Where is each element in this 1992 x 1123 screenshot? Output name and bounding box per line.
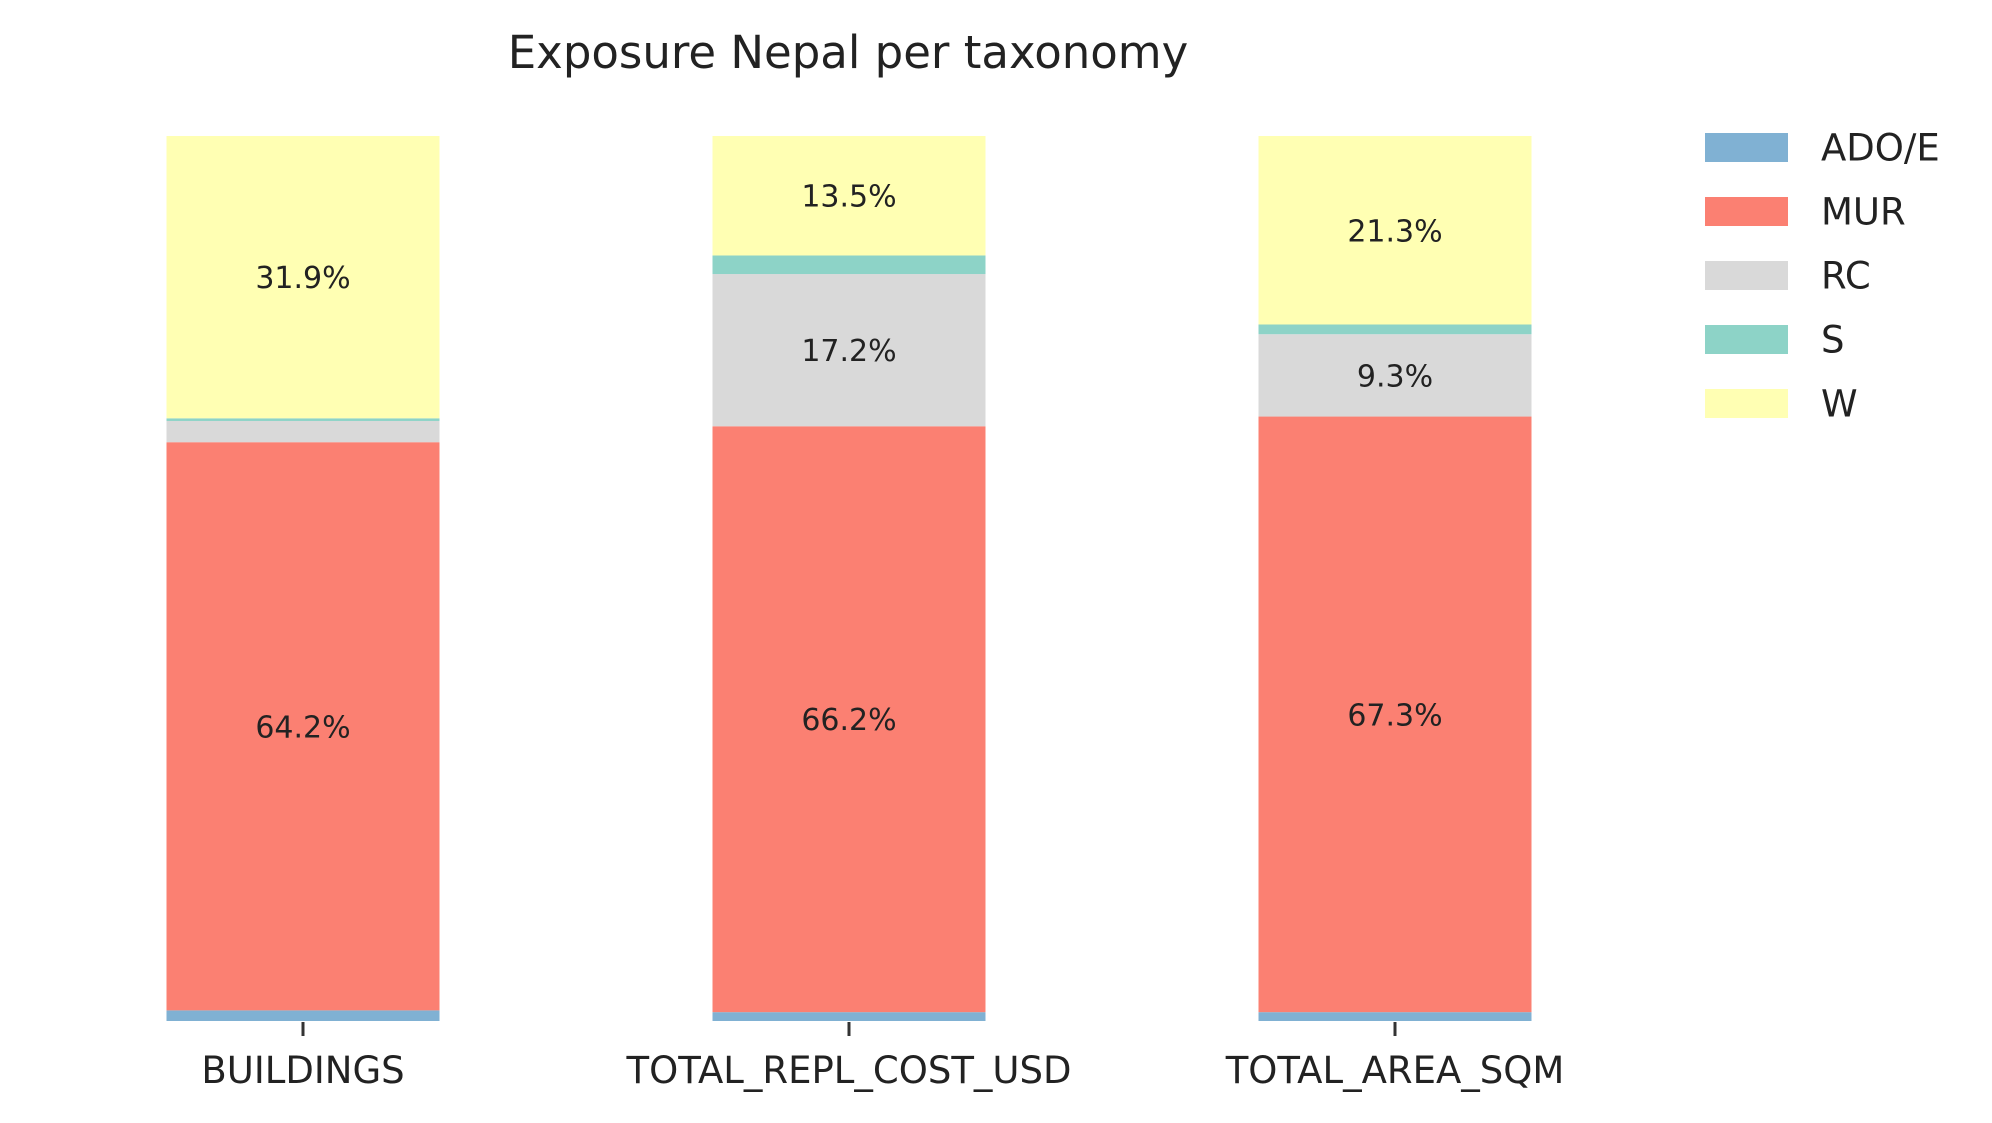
bar-segment-total-area-sqm-rc — [1258, 334, 1532, 417]
bar-segment-total-area-sqm-s — [1258, 324, 1532, 335]
x-axis: BUILDINGS TOTAL_REPL_COST_USD TOTAL_AREA_S… — [201, 1022, 1564, 1092]
legend-swatch-w — [1705, 389, 1788, 418]
legend-swatch-ado-e — [1705, 133, 1788, 162]
bar-segment-total-area-sqm-ado-e — [1258, 1012, 1532, 1021]
bar-segment-total-repl-cost-usd-mur — [712, 426, 986, 1013]
bar-segment-total-repl-cost-usd-s — [712, 255, 986, 275]
legend-swatch-rc — [1705, 261, 1788, 290]
segment-label: 67.3% — [1347, 698, 1442, 733]
bar-segment-total-repl-cost-usd-ado-e — [712, 1012, 986, 1021]
segment-label: 64.2% — [255, 710, 350, 745]
legend-swatch-s — [1705, 325, 1788, 354]
bar-segment-buildings-w — [166, 136, 440, 419]
x-tick-label: TOTAL_REPL_COST_USD — [626, 1049, 1072, 1092]
bar-segment-buildings-mur — [166, 442, 440, 1011]
bar-segment-total-area-sqm-mur — [1258, 416, 1532, 1013]
legend: ADO/E MUR RC SW — [1705, 127, 1940, 426]
bar-segment-buildings-rc — [166, 420, 440, 443]
bar-segment-total-repl-cost-usd-w — [712, 136, 986, 256]
legend-label: W — [1821, 383, 1858, 426]
bar-segment-buildings-s — [166, 418, 440, 421]
legend-label: RC — [1821, 255, 1871, 298]
segment-label: 13.5% — [801, 180, 896, 215]
x-tick-label: BUILDINGS — [201, 1049, 404, 1092]
bars-layer — [166, 136, 1532, 1021]
bar-segment-buildings-ado-e — [166, 1010, 440, 1021]
x-tick-label: TOTAL_AREA_SQM — [1225, 1049, 1565, 1092]
segment-label: 66.2% — [801, 703, 896, 738]
legend-label: MUR — [1821, 191, 1906, 234]
bar-segment-total-area-sqm-w — [1258, 136, 1532, 325]
legend-label: S — [1821, 319, 1845, 362]
segment-label: 21.3% — [1347, 214, 1442, 249]
legend-swatch-mur — [1705, 197, 1788, 226]
chart-title: Exposure Nepal per taxonomy — [508, 26, 1189, 79]
segment-label: 17.2% — [801, 334, 896, 369]
bar-segment-total-repl-cost-usd-rc — [712, 274, 986, 427]
segment-labels-layer: 64.2% 31.9% 66.2% 17.2% 13.5% 67.3% 9.3% 21.3% — [255, 180, 1442, 746]
segment-label: 31.9% — [255, 261, 350, 296]
segment-label: 9.3% — [1357, 359, 1433, 394]
legend-label: ADO/E — [1821, 127, 1940, 170]
